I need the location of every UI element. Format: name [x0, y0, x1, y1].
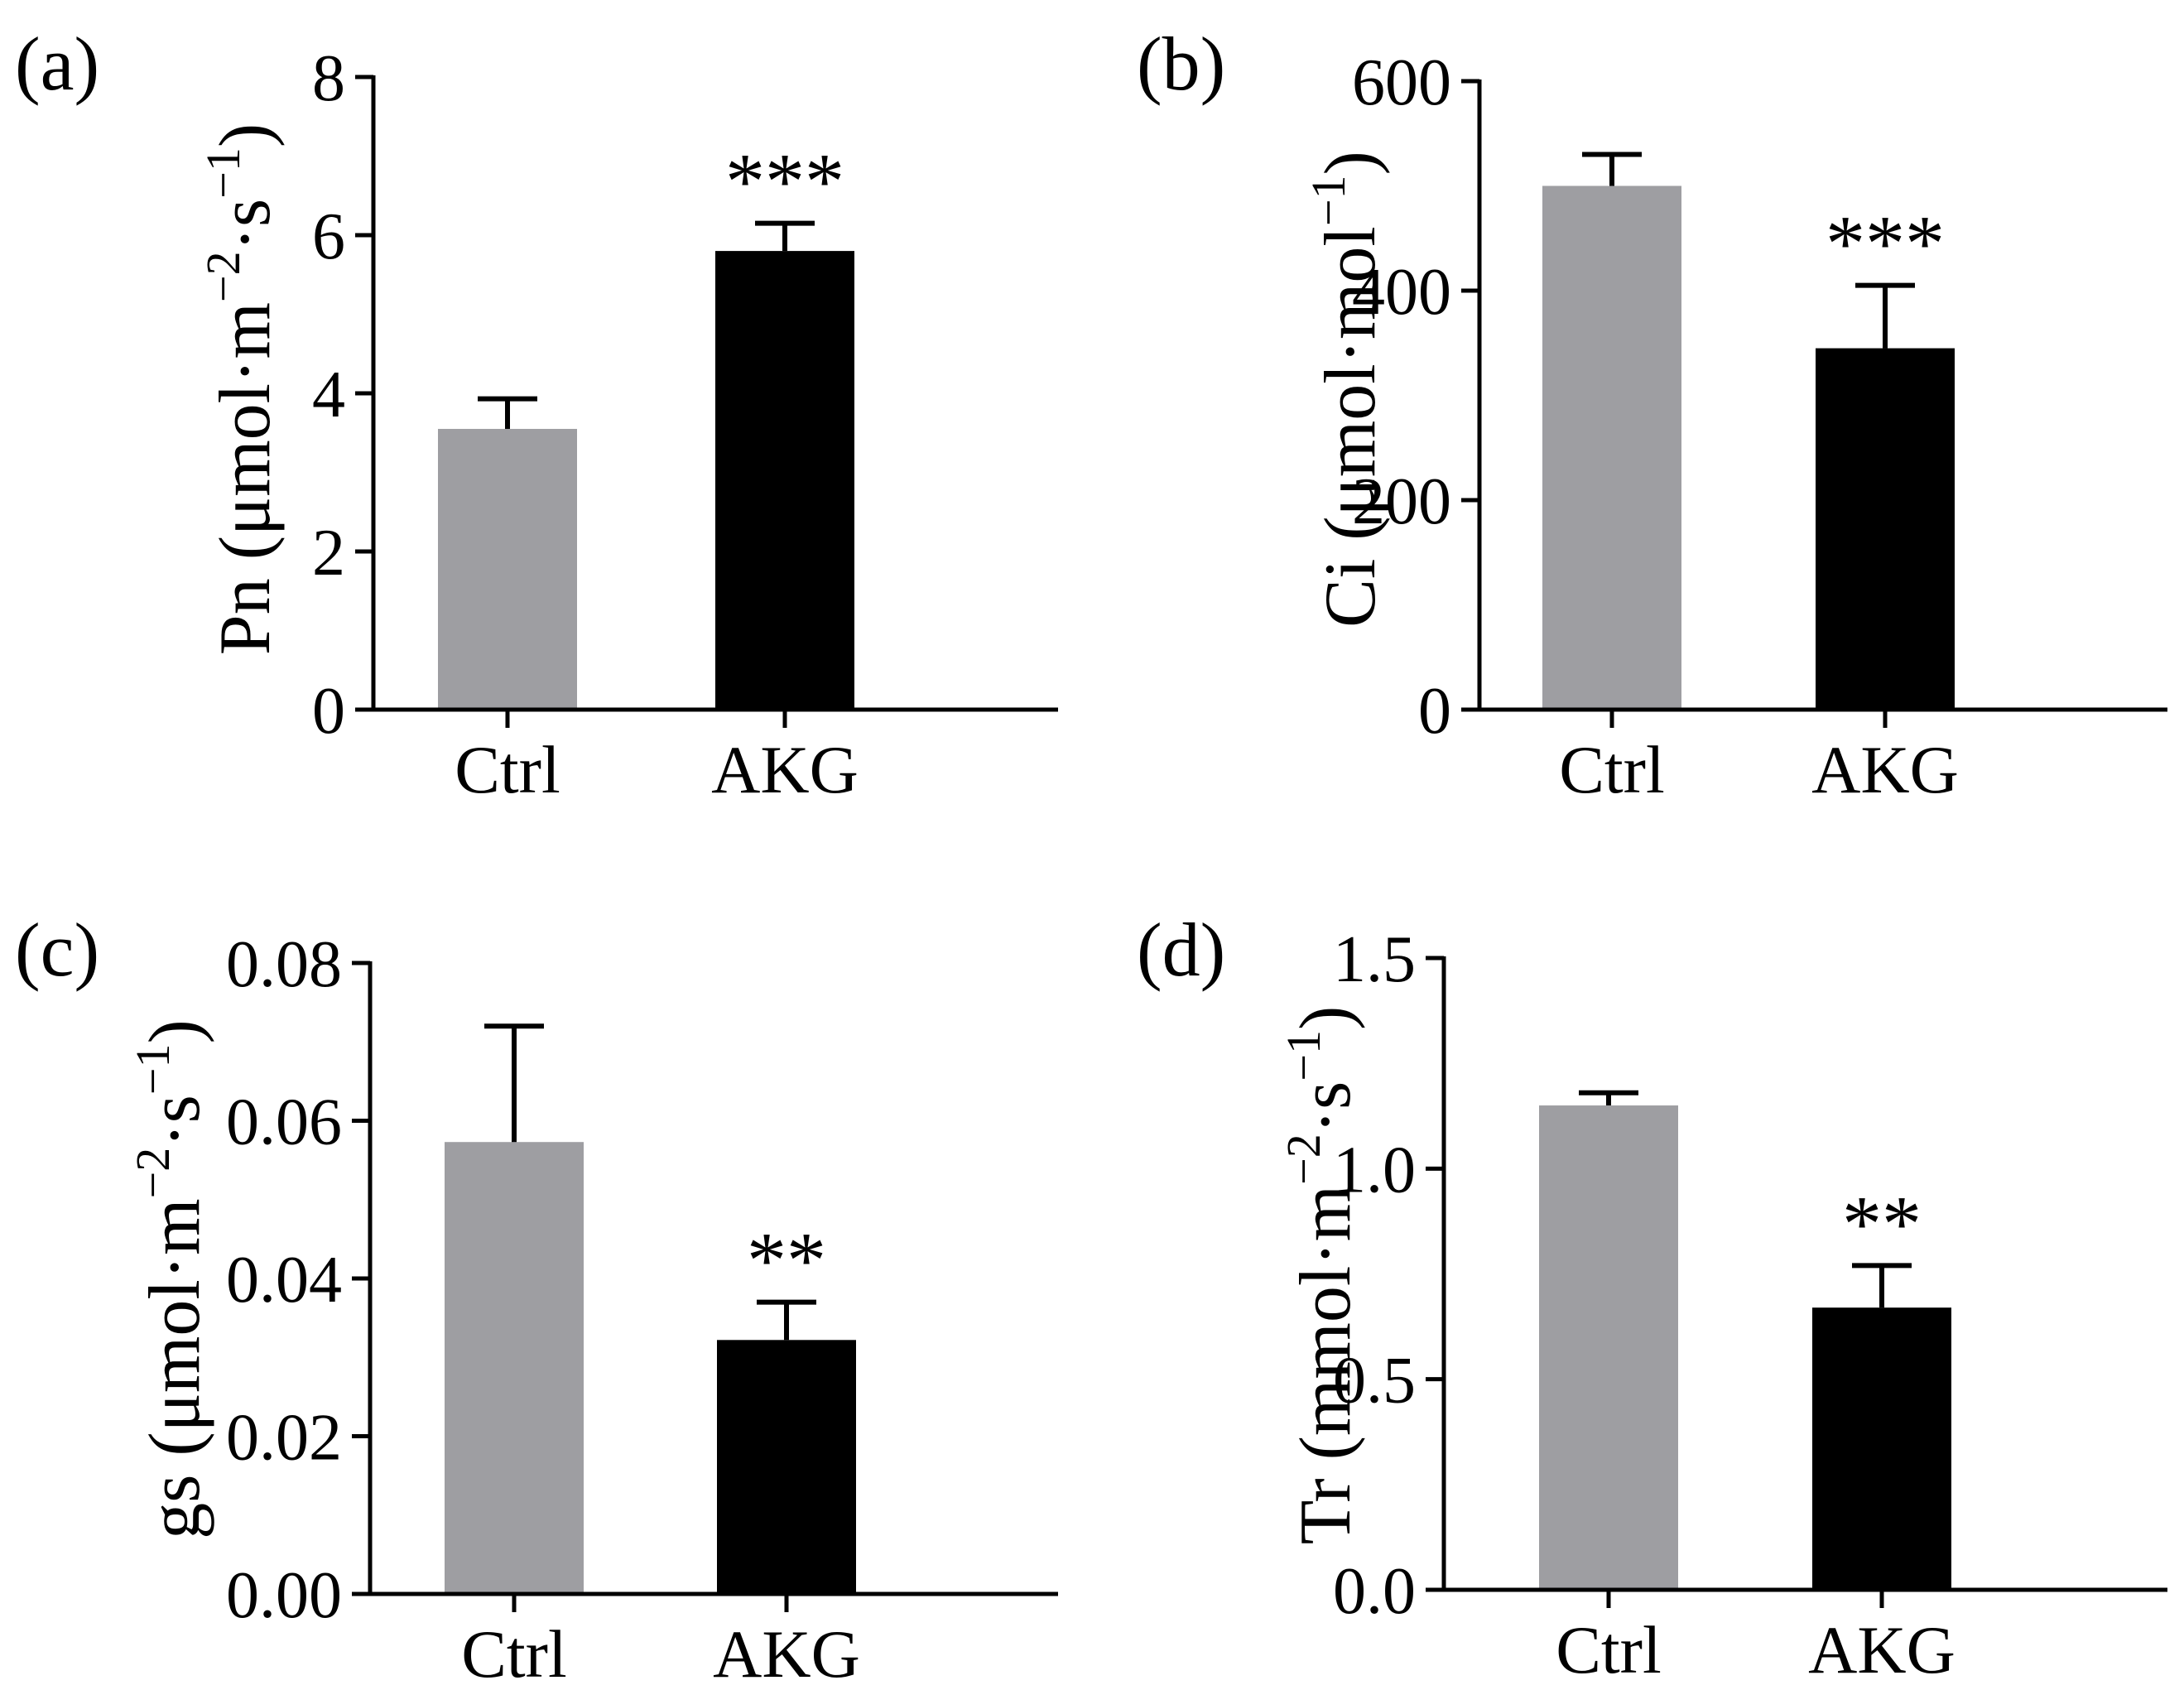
error-bar-ctrl [1579, 1090, 1638, 1106]
error-bar-ctrl [478, 396, 537, 429]
bar-akg [1812, 1307, 1951, 1590]
bar-ctrl [445, 1142, 584, 1594]
panel-label-c: (c) [15, 908, 99, 992]
x-tick-label: Ctrl [1556, 1612, 1662, 1688]
panel-label-d: (d) [1137, 908, 1225, 992]
y-axis-title: Tr (mmol·m−2·s−1) [1277, 1006, 1366, 1545]
y-tick-label: 0.00 [226, 1559, 342, 1632]
x-tick-label: Ctrl [1559, 732, 1665, 807]
y-axis-title: Pn (μmol·m−2·s−1) [196, 123, 286, 655]
error-bar-ctrl [1582, 152, 1642, 186]
y-tick-label: 0.06 [226, 1086, 342, 1159]
y-tick-label: 0.02 [226, 1402, 342, 1475]
y-axis-title-superscript: −2 [196, 251, 250, 302]
panel-d: (d) Ctrl ** AKG 0.0 0.5 1.0 1.5 Tr (mmol·m−2·s−1… [1137, 908, 2167, 1688]
y-tick-label: 600 [1352, 46, 1451, 119]
y-tick-label: 1.0 [1333, 1134, 1416, 1206]
y-axis-title-part: Pn (μmol·m [205, 302, 286, 655]
y-tick-label: 0 [1418, 675, 1451, 748]
x-tick-label: AKG [713, 1616, 860, 1690]
y-tick-label: 4 [312, 359, 345, 431]
error-bar-akg [1855, 282, 1915, 349]
error-bar-akg [757, 1299, 816, 1341]
error-bar-akg [755, 220, 815, 252]
y-tick-label: 200 [1352, 465, 1451, 538]
x-tick-label: Ctrl [455, 732, 560, 807]
y-axis-title-part: ) [205, 123, 286, 147]
significance-marker: ** [1842, 1179, 1922, 1268]
y-tick-label: 400 [1352, 256, 1451, 329]
panel-b: (b) Ctrl *** AKG 0 200 400 600 Ci (μmol·mol−1) [1137, 22, 2167, 807]
y-axis-title-superscript: −1 [1277, 1030, 1330, 1081]
significance-marker: ** [747, 1216, 826, 1305]
panel-label-a: (a) [15, 22, 99, 106]
y-axis-title-part: Ci (μmol·mol [1311, 226, 1391, 628]
y-axis-title-superscript: −1 [1301, 175, 1355, 226]
y-tick-label: 0.0 [1333, 1555, 1416, 1628]
y-axis-title: gs (μmol·m−2·s−1) [126, 1019, 215, 1539]
y-axis-title-part: ) [1311, 151, 1391, 175]
y-axis-title-superscript: −1 [126, 1043, 180, 1095]
bar-ctrl [438, 428, 577, 710]
error-bar-akg [1852, 1263, 1912, 1308]
bar-ctrl [1539, 1105, 1678, 1590]
bar-akg [715, 251, 854, 710]
bar-akg [717, 1340, 856, 1594]
y-axis-title-part: ·s [205, 199, 286, 252]
y-tick-label: 0.5 [1333, 1345, 1416, 1418]
error-bar-ctrl [484, 1023, 544, 1143]
y-tick-label: 8 [312, 42, 345, 115]
x-tick-label: Ctrl [461, 1616, 567, 1690]
y-axis-title-superscript: −1 [196, 147, 250, 199]
x-tick-label: AKG [1808, 1612, 1955, 1688]
y-tick-label: 0 [312, 675, 345, 748]
y-axis-title-part: ·s [1286, 1081, 1366, 1134]
panel-a: (a) Ctrl *** AKG 0 2 4 6 8 Pn (μmol·m−2·s−1) [15, 22, 1058, 807]
y-axis-title-part: gs (μmol·m [135, 1198, 215, 1538]
panel-label-b: (b) [1137, 22, 1225, 106]
y-tick-label: 2 [312, 517, 345, 590]
y-tick-label: 0.04 [226, 1244, 342, 1317]
y-tick-label: 1.5 [1333, 923, 1416, 996]
y-axis-title: Ci (μmol·mol−1) [1301, 151, 1391, 628]
y-axis-title-part: ) [135, 1019, 215, 1043]
significance-marker: *** [725, 137, 844, 226]
y-axis-title-superscript: −2 [1277, 1134, 1330, 1185]
y-axis-title-superscript: −2 [126, 1148, 180, 1199]
bar-ctrl [1542, 185, 1681, 710]
y-axis-title-part: ) [1286, 1006, 1366, 1030]
y-axis-title-part: ·s [135, 1095, 215, 1148]
x-tick-label: AKG [1811, 732, 1959, 807]
y-tick-label: 6 [312, 200, 345, 273]
x-tick-label: AKG [711, 732, 859, 807]
y-axis-title-part: Tr (mmol·m [1286, 1185, 1366, 1544]
bar-akg [1816, 348, 1955, 710]
significance-marker: *** [1826, 200, 1945, 288]
y-tick-label: 0.08 [226, 928, 342, 1001]
